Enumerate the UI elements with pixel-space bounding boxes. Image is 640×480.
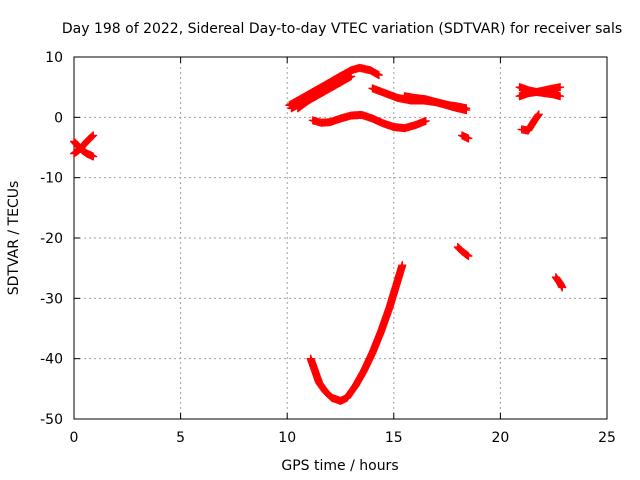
y-tick-label: -50 — [40, 412, 63, 428]
series-arc-dip — [306, 261, 407, 405]
series-arc-21-band-b — [515, 83, 565, 101]
x-tick-label: 25 — [598, 430, 616, 446]
data-point — [398, 261, 407, 270]
y-tick-label: 10 — [45, 50, 63, 66]
data-point — [556, 83, 565, 92]
data-point — [556, 92, 565, 101]
data-point — [464, 252, 473, 261]
data-point — [347, 72, 356, 81]
x-tick-label: 5 — [176, 430, 185, 446]
series-arc-18b — [453, 243, 473, 261]
data-point — [89, 152, 98, 161]
series-arc-mid-2 — [400, 92, 471, 115]
y-tick-label: -10 — [40, 171, 63, 187]
y-tick-label: 0 — [54, 110, 63, 126]
data-point — [421, 116, 430, 125]
series-arc-low-wave — [308, 110, 430, 133]
y-tick-label: -30 — [40, 291, 63, 307]
data-points — [70, 63, 567, 405]
series-arc-18a — [458, 131, 473, 143]
data-point — [558, 283, 567, 292]
series-arc-22-low — [551, 273, 567, 292]
grid — [74, 57, 607, 419]
data-point — [88, 132, 97, 141]
series-arc-upper-3 — [293, 72, 356, 113]
data-point — [374, 71, 383, 80]
series-arc-21-low — [517, 110, 543, 135]
data-point — [462, 106, 471, 115]
data-point — [464, 134, 473, 143]
x-tick-label: 10 — [278, 430, 296, 446]
chart-title: Day 198 of 2022, Sidereal Day-to-day VTE… — [62, 21, 622, 37]
series-arc-early-up — [70, 131, 98, 158]
y-tick-label: -40 — [40, 352, 63, 368]
x-tick-label: 15 — [385, 430, 403, 446]
axis-ticks: 0 5 10 15 20 25 10 0 -10 -20 -30 -40 -50 — [40, 50, 616, 446]
data-point — [534, 110, 543, 119]
x-axis-label: GPS time / hours — [281, 458, 398, 474]
data-point — [89, 131, 98, 140]
y-axis-label: SDTVAR / TECUs — [6, 181, 22, 296]
data-point — [534, 111, 543, 120]
x-tick-label: 20 — [491, 430, 509, 446]
x-tick-label: 0 — [70, 430, 79, 446]
y-tick-label: -20 — [40, 231, 63, 247]
